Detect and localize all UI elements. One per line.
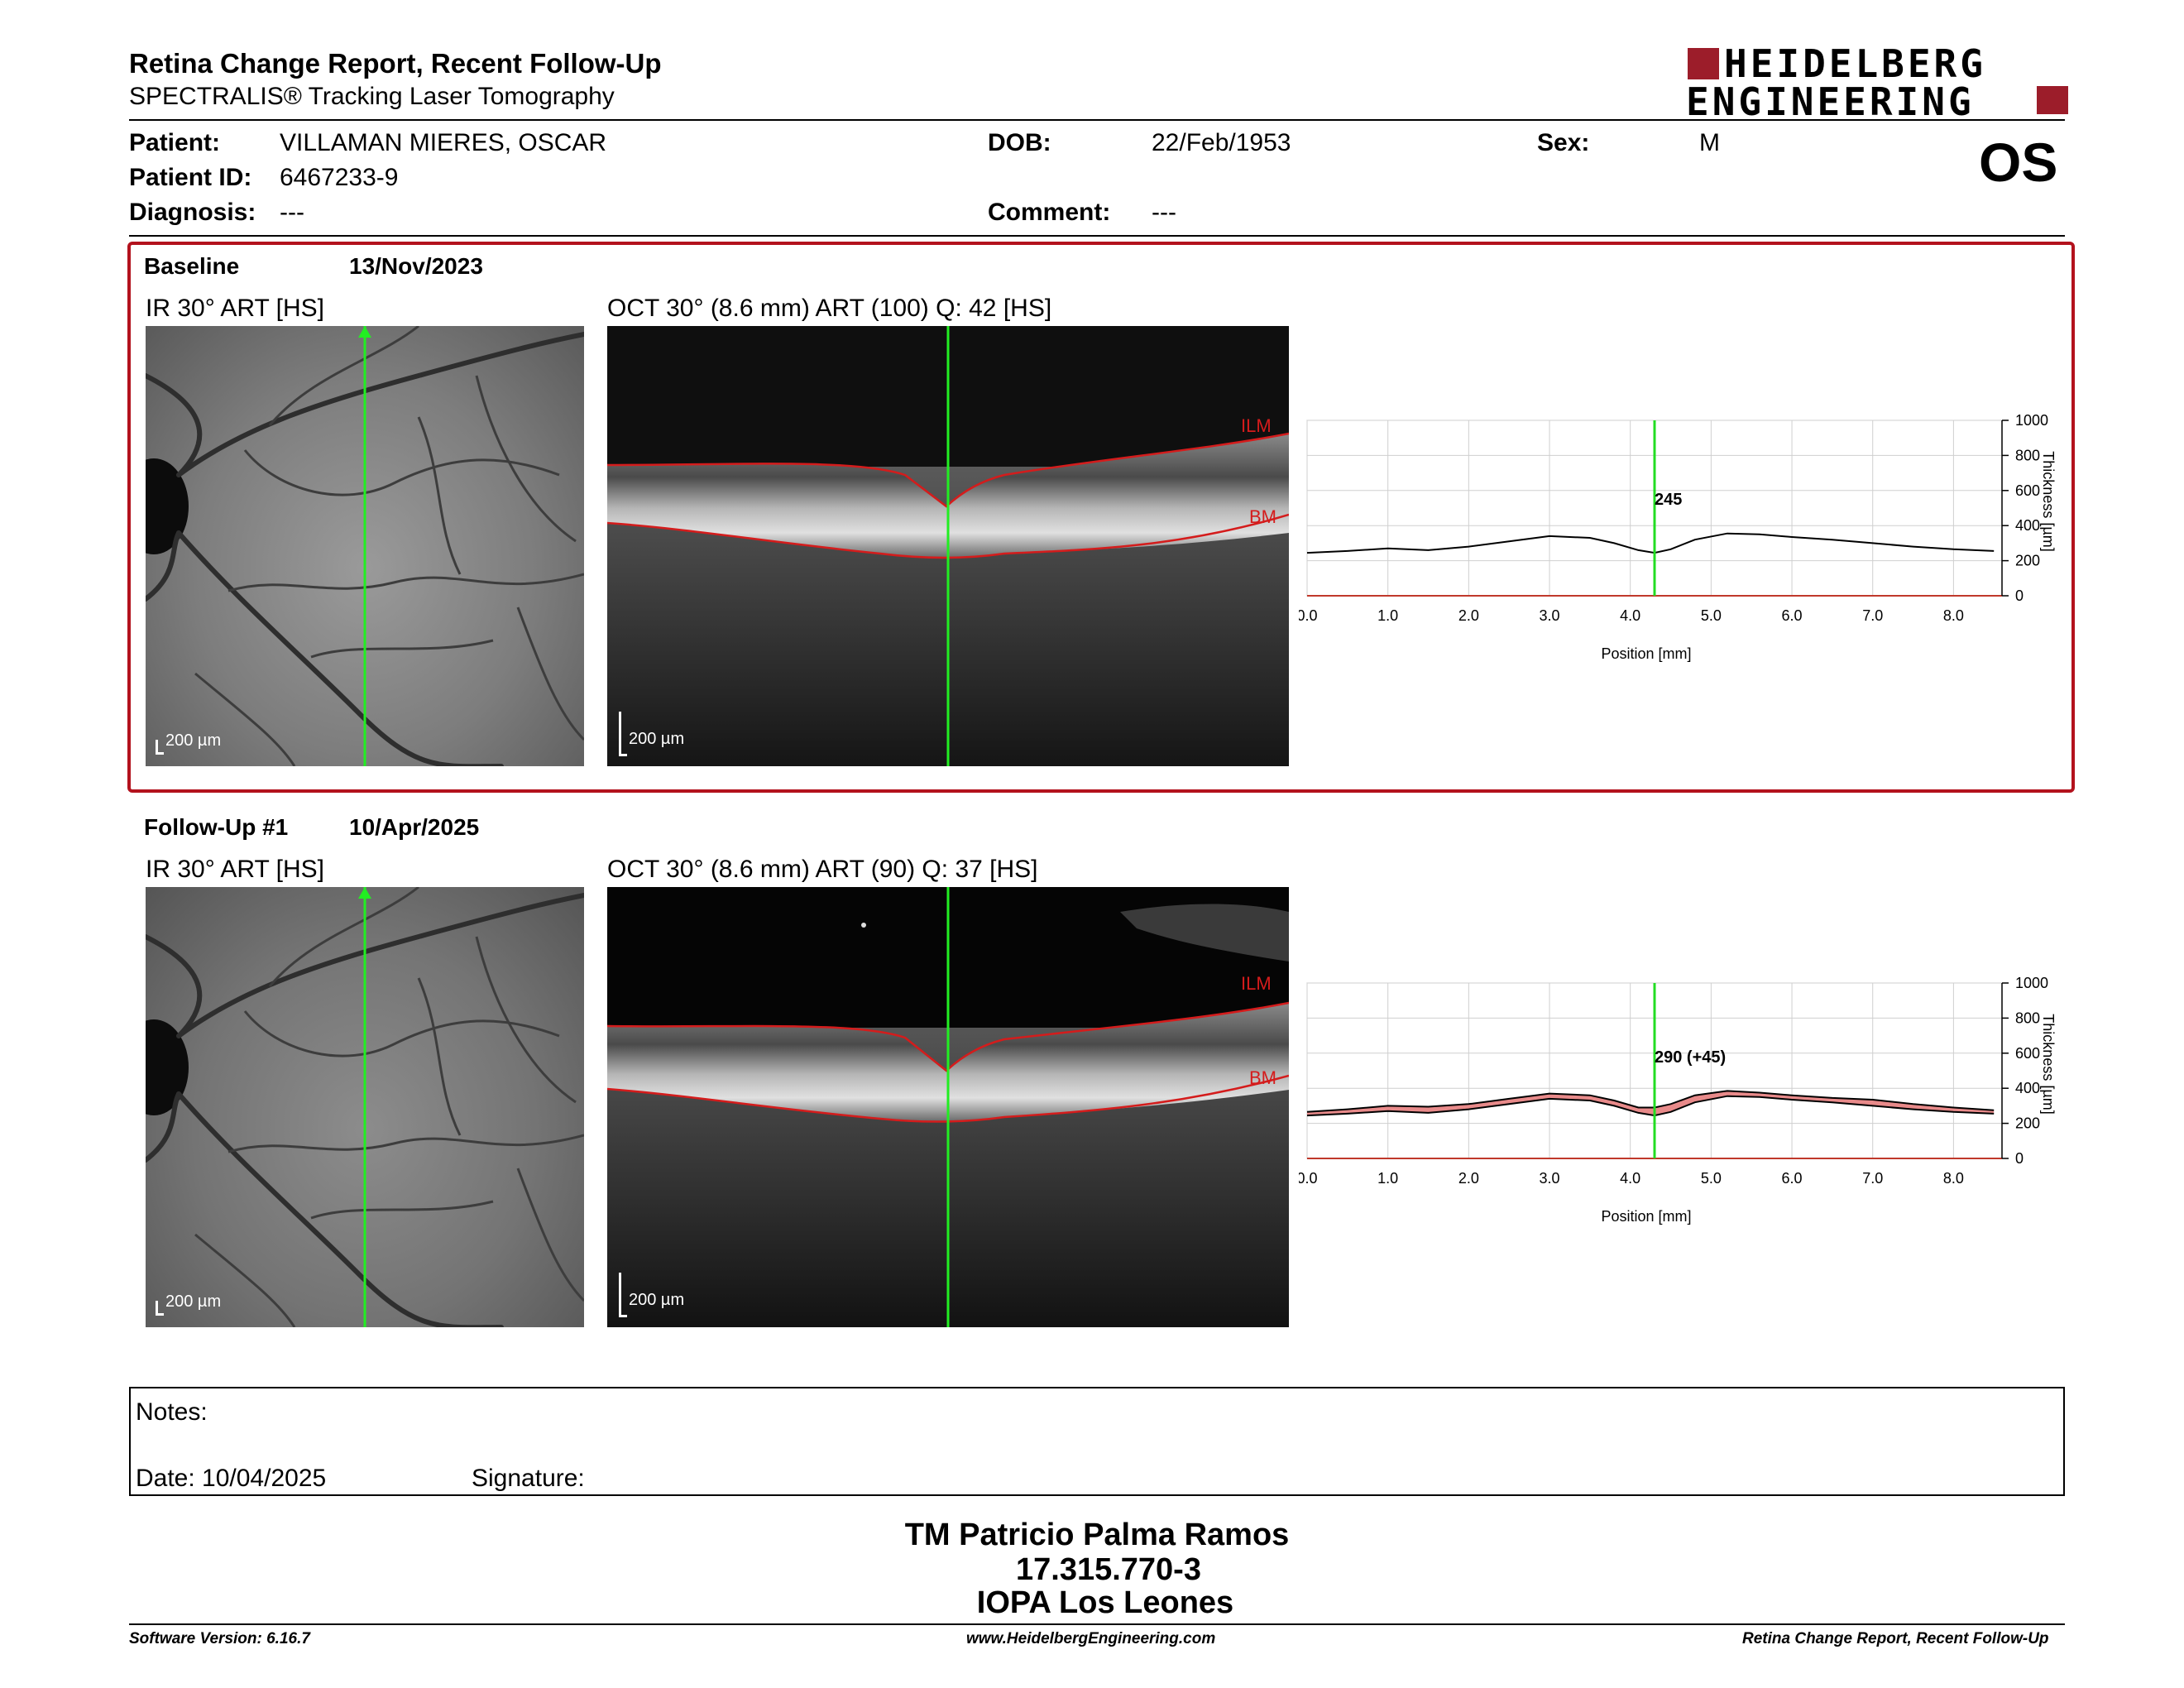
patient-id-value: 6467233-9 (280, 164, 399, 191)
patient-label: Patient: (129, 129, 221, 156)
diagnosis-value: --- (280, 199, 304, 226)
baseline-frame (127, 242, 2075, 793)
baseline-x-tick-label: 6.0 (1782, 607, 1803, 624)
baseline-x-tick-label: 4.0 (1620, 607, 1640, 624)
baseline-label: Baseline (144, 253, 240, 279)
followup-ilm-label: ILM (1241, 973, 1272, 994)
baseline-ir-caption: IR 30° ART [HS] (146, 295, 324, 322)
eye-indicator: OS (1979, 132, 2058, 193)
followup-x-tick-label: 1.0 (1377, 1170, 1398, 1187)
followup-date: 10/Apr/2025 (349, 814, 480, 840)
footer-report-name: Retina Change Report, Recent Follow-Up (1742, 1630, 2049, 1647)
software-version: Software Version: 6.16.7 (129, 1630, 310, 1647)
followup-x-tick-label: 7.0 (1862, 1170, 1883, 1187)
followup-x-axis-label: Position [mm] (1601, 1208, 1691, 1225)
followup-bm-label: BM (1249, 1067, 1276, 1088)
baseline-ir-fundus-image: 200 µm (146, 326, 584, 766)
comment-value: --- (1152, 199, 1176, 226)
followup-y-tick-label: 600 (2015, 1045, 2040, 1062)
followup-ir-fundus-image: 200 µm (146, 887, 584, 1327)
baseline-y-tick-label: 600 (2015, 482, 2040, 499)
baseline-oct-scale-bar (619, 712, 627, 756)
baseline-x-tick-label: 3.0 (1540, 607, 1560, 624)
baseline-y-tick-label: 0 (2015, 587, 2024, 604)
notes-date: Date: 10/04/2025 (136, 1465, 327, 1492)
baseline-y-tick-label: 200 (2015, 553, 2040, 569)
followup-x-tick-label: 6.0 (1782, 1170, 1803, 1187)
followup-y-axis-label: Thickness [µm] (2040, 1014, 2057, 1114)
followup-oct-layers (607, 887, 1289, 1327)
baseline-thickness-value: 245 (1655, 491, 1682, 509)
baseline-x-tick-label: 1.0 (1377, 607, 1398, 624)
signatory-clinic: IOPA Los Leones (976, 1585, 1234, 1620)
baseline-ir-scale-bar (156, 740, 164, 755)
followup-x-tick-label: 5.0 (1701, 1170, 1722, 1187)
baseline-y-tick-label: 800 (2015, 447, 2040, 463)
followup-x-tick-label: 8.0 (1943, 1170, 1964, 1187)
baseline-fundus-vessels (146, 326, 584, 766)
followup-y-tick-label: 400 (2015, 1080, 2040, 1096)
followup-y-tick-label: 200 (2015, 1115, 2040, 1132)
baseline-y-tick-label: 1000 (2015, 412, 2048, 429)
followup-oct-bscan: ILM BM 200 µm (607, 887, 1289, 1327)
baseline-bm-label: BM (1249, 506, 1276, 527)
baseline-ir-scale-label: 200 µm (165, 731, 222, 750)
baseline-x-tick-label: 8.0 (1943, 607, 1964, 624)
followup-x-tick-label: 4.0 (1620, 1170, 1640, 1187)
notes-box[interactable] (129, 1387, 2065, 1496)
followup-thickness-value: 290 (+45) (1655, 1048, 1726, 1067)
notes-label: Notes: (136, 1398, 208, 1426)
baseline-x-tick-label: 5.0 (1701, 607, 1722, 624)
footer-divider (129, 1623, 2065, 1625)
diagnosis-label: Diagnosis: (129, 199, 256, 226)
report-subtitle: SPECTRALIS® Tracking Laser Tomography (129, 83, 615, 110)
baseline-ilm-label: ILM (1241, 415, 1272, 436)
baseline-oct-scale-label: 200 µm (629, 730, 685, 748)
baseline-oct-bscan: ILM BM 200 µm (607, 326, 1289, 766)
followup-ir-scale-label: 200 µm (165, 1292, 222, 1311)
followup-fundus-vessels (146, 887, 584, 1327)
baseline-x-axis-label: Position [mm] (1601, 645, 1691, 662)
followup-x-tick-label: 3.0 (1540, 1170, 1560, 1187)
signatory-id: 17.315.770-3 (1016, 1552, 1201, 1587)
baseline-oct-caption: OCT 30° (8.6 mm) ART (100) Q: 42 [HS] (607, 295, 1052, 322)
followup-y-tick-label: 800 (2015, 1009, 2040, 1026)
followup-oct-scale-label: 200 µm (629, 1291, 685, 1309)
patient-name: VILLAMAN MIERES, OSCAR (280, 129, 607, 156)
sex-value: M (1699, 129, 1720, 156)
baseline-thickness-chart: 0.0 1.0 2.0 3.0 4.0 5.0 6.0 7.0 8.0 0 200 400 600 80… (1299, 412, 2057, 662)
followup-y-tick-label: 1000 (2015, 975, 2048, 991)
dob-value: 22/Feb/1953 (1152, 129, 1291, 156)
followup-thickness-change-area (1307, 1091, 1995, 1116)
patient-id-label: Patient ID: (129, 164, 252, 191)
comment-label: Comment: (988, 199, 1111, 226)
followup-oct-caption: OCT 30° (8.6 mm) ART (90) Q: 37 [HS] (607, 856, 1038, 883)
followup-y-tick-label: 0 (2015, 1150, 2024, 1167)
followup-ir-caption: IR 30° ART [HS] (146, 856, 324, 883)
baseline-y-tick-label: 400 (2015, 517, 2040, 534)
baseline-date: 13/Nov/2023 (349, 253, 483, 279)
patient-divider (129, 235, 2065, 237)
signatory-name: TM Patricio Palma Ramos (904, 1518, 1290, 1552)
baseline-x-tick-label: 0.0 (1299, 607, 1318, 624)
followup-ir-scale-bar (156, 1301, 164, 1316)
sex-label: Sex: (1537, 129, 1590, 156)
followup-x-tick-label: 0.0 (1299, 1170, 1318, 1187)
dob-label: DOB: (988, 129, 1051, 156)
followup-label: Follow-Up #1 (144, 814, 289, 840)
baseline-x-tick-label: 7.0 (1862, 607, 1883, 624)
followup-x-tick-label: 2.0 (1458, 1170, 1479, 1187)
baseline-y-axis-label: Thickness [µm] (2040, 451, 2057, 551)
header-divider (129, 119, 2065, 121)
website-link[interactable]: www.HeidelbergEngineering.com (966, 1630, 1216, 1647)
baseline-oct-layers (607, 326, 1289, 766)
report-title: Retina Change Report, Recent Follow-Up (129, 48, 662, 79)
followup-oct-scale-bar (619, 1273, 627, 1317)
baseline-x-tick-label: 2.0 (1458, 607, 1479, 624)
signature-label: Signature: (472, 1465, 585, 1492)
followup-thickness-chart: 0.0 1.0 2.0 3.0 4.0 5.0 6.0 7.0 8.0 0 200 400 600 80… (1299, 975, 2057, 1225)
